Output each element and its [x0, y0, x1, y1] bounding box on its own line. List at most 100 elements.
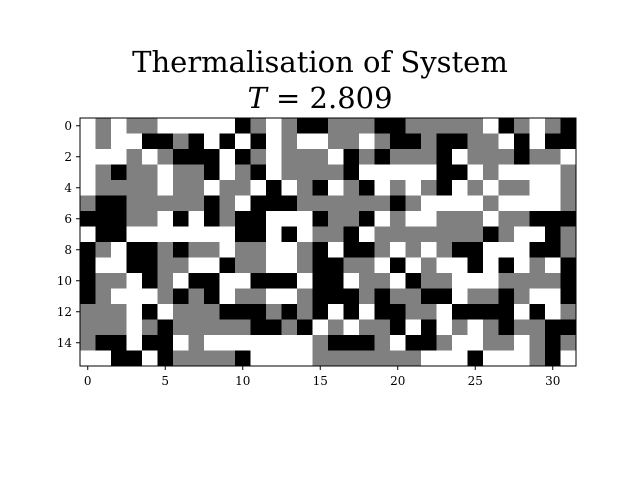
heatmap-cell — [328, 288, 344, 305]
heatmap-cell — [467, 257, 484, 274]
heatmap-cell — [266, 242, 282, 258]
heatmap-cell — [312, 118, 329, 134]
heatmap-cell — [560, 257, 577, 274]
heatmap-cell — [126, 195, 143, 212]
heatmap-cell — [266, 226, 282, 243]
heatmap-cell — [405, 288, 422, 305]
heatmap-cell — [126, 273, 143, 289]
heatmap-cell — [126, 242, 143, 258]
heatmap-cell — [560, 133, 577, 150]
heatmap-cell — [281, 242, 298, 258]
heatmap-cell — [297, 319, 313, 336]
heatmap-cell — [405, 195, 422, 212]
heatmap-cell — [529, 164, 546, 181]
heatmap-cell — [452, 180, 468, 196]
heatmap-cell — [390, 118, 406, 134]
heatmap-cell — [359, 149, 375, 165]
subtitle-equals: = — [276, 81, 301, 115]
heatmap-cell — [498, 226, 515, 243]
heatmap-cell — [343, 257, 360, 274]
heatmap-cell — [312, 288, 329, 305]
heatmap-cell — [95, 273, 112, 289]
heatmap-cell — [111, 226, 127, 243]
heatmap-cell — [560, 211, 577, 227]
heatmap-cell — [452, 226, 468, 243]
heatmap-cell — [95, 211, 112, 227]
heatmap-cell — [545, 133, 561, 150]
heatmap-cell — [498, 133, 515, 150]
heatmap-cell — [374, 195, 391, 212]
heatmap-cell — [188, 335, 205, 351]
heatmap-cell — [219, 288, 236, 305]
heatmap-cell — [266, 133, 282, 150]
heatmap-cell — [560, 164, 577, 181]
heatmap-cell — [405, 164, 422, 181]
heatmap-cell — [297, 180, 313, 196]
heatmap-cell — [95, 226, 112, 243]
heatmap-cell — [359, 257, 375, 274]
heatmap-cell — [80, 195, 96, 212]
heatmap-cell — [467, 304, 484, 320]
heatmap-cell — [173, 195, 189, 212]
heatmap-cell — [529, 335, 546, 351]
heatmap-cell — [328, 226, 344, 243]
heatmap-cell — [467, 350, 484, 367]
heatmap-cell — [359, 211, 375, 227]
heatmap-cell — [436, 304, 453, 320]
heatmap-cell — [266, 164, 282, 181]
heatmap-cell — [157, 180, 174, 196]
heatmap-cell — [560, 118, 577, 134]
heatmap-cell — [467, 149, 484, 165]
heatmap-cell — [157, 133, 174, 150]
heatmap-cell — [173, 133, 189, 150]
heatmap-cell — [80, 242, 96, 258]
heatmap-cell — [297, 133, 313, 150]
heatmap-cell — [250, 180, 267, 196]
heatmap-cell — [126, 288, 143, 305]
heatmap-cell — [467, 226, 484, 243]
heatmap-cell — [126, 257, 143, 274]
heatmap-cell — [374, 350, 391, 367]
heatmap-cell — [297, 288, 313, 305]
heatmap-cell — [328, 180, 344, 196]
heatmap-cell — [219, 304, 236, 320]
heatmap-cell — [250, 242, 267, 258]
heatmap-cell — [421, 335, 437, 351]
heatmap-cell — [498, 257, 515, 274]
heatmap-cell — [483, 319, 499, 336]
heatmap-cell — [374, 273, 391, 289]
heatmap-cell — [390, 195, 406, 212]
heatmap-cell — [529, 257, 546, 274]
heatmap-cell — [173, 257, 189, 274]
y-tick-label: 8 — [64, 243, 72, 257]
chart-subtitle: T = 2.809 — [0, 84, 640, 113]
y-tick-label: 6 — [64, 212, 72, 226]
heatmap-cell — [514, 335, 530, 351]
heatmap-cell — [126, 149, 143, 165]
heatmap-cell — [312, 335, 329, 351]
heatmap-cell — [374, 118, 391, 134]
heatmap-cell — [95, 180, 112, 196]
heatmap-cell — [219, 273, 236, 289]
heatmap-cell — [250, 118, 267, 134]
heatmap-cell — [111, 350, 127, 367]
heatmap-cell — [467, 133, 484, 150]
heatmap-cell — [452, 319, 468, 336]
heatmap-cell — [250, 257, 267, 274]
heatmap-cell — [95, 288, 112, 305]
heatmap-cell — [173, 118, 189, 134]
x-tick-label: 10 — [235, 374, 250, 388]
heatmap-cell — [560, 288, 577, 305]
heatmap-cell — [483, 118, 499, 134]
heatmap-cell — [266, 180, 282, 196]
heatmap-cell — [560, 319, 577, 336]
heatmap-cell — [142, 211, 158, 227]
heatmap-cell — [374, 242, 391, 258]
heatmap-cell — [328, 149, 344, 165]
heatmap-cell — [374, 335, 391, 351]
heatmap-cell — [312, 350, 329, 367]
heatmap-cell — [545, 149, 561, 165]
heatmap-cell — [95, 164, 112, 181]
heatmap-cell — [405, 335, 422, 351]
